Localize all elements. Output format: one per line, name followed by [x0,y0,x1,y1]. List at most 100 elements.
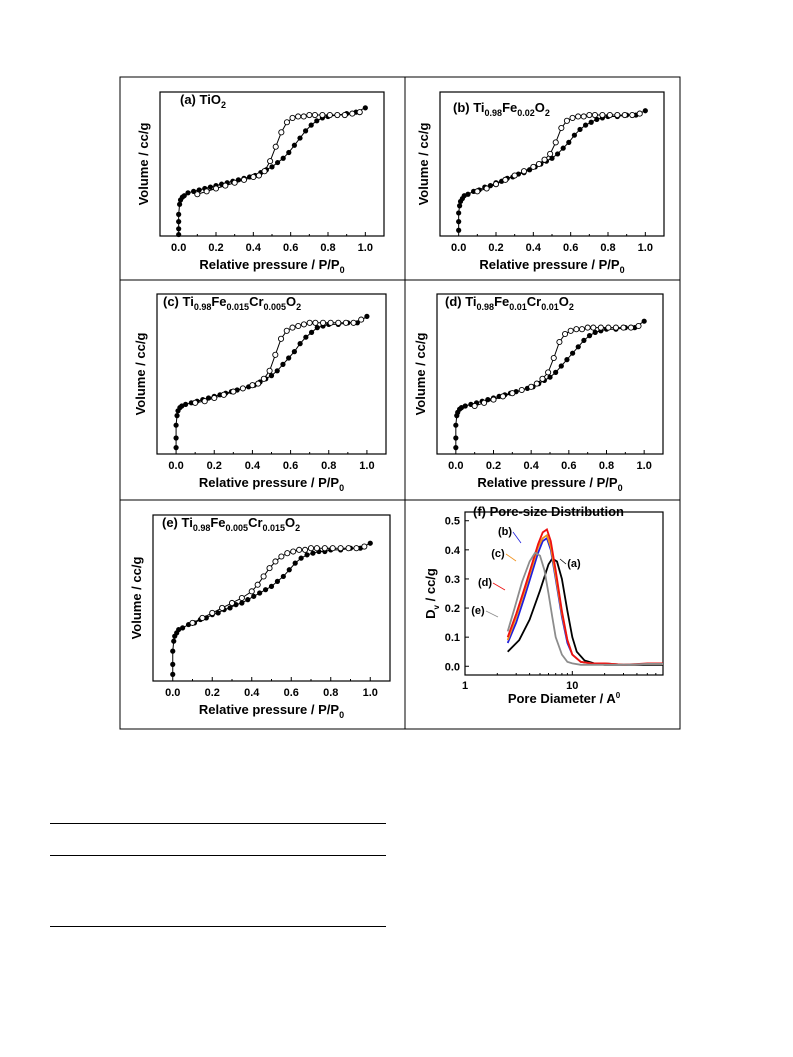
desorption-point [255,172,262,179]
desorption-point [569,114,576,121]
desorption-point [326,111,333,119]
title-text: O [535,100,545,115]
x-axis-label: Relative pressure / P/P0​ [199,257,344,275]
title-subscript: 0.98 [485,108,503,118]
adsorption-point [239,600,245,606]
title-text: Cr [248,515,262,530]
desorption-point [337,545,344,552]
desorption-point [533,380,540,387]
x-tick-label: 0.6 [563,242,578,254]
plot-area-e [152,514,391,682]
label-sub: 0 [340,265,345,275]
adsorption-point [171,638,177,644]
title-subscript: 0.015 [263,523,286,533]
adsorption-point [262,587,269,593]
title-text: O [285,515,295,530]
pore-line-(c) [506,533,663,666]
desorption-point [636,110,643,117]
desorption-point [203,188,210,195]
adsorption-point [583,122,589,128]
title-subscript: 0.02 [517,108,535,118]
adsorption-point [594,116,600,122]
series-label-arrow [492,582,506,591]
desorption-point [278,553,285,560]
series-label-arrow [505,553,517,562]
desorption-point [231,179,238,186]
label-main: Relative pressure / P/P [477,475,618,490]
desorption-point [550,354,557,362]
desorption-point [511,172,518,179]
desorption-point [562,330,569,338]
title-text: (a) TiO [180,92,221,107]
x-tick-label: 0.6 [561,460,576,472]
desorption-point [250,173,257,181]
desorption-point [313,545,320,552]
desorption-point [341,111,348,119]
x-tick-label: 1.0 [359,460,374,472]
panel-title: (c) Ti0.98​Fe0.015​Cr0.005​O2​ [163,294,301,312]
desorption-point [345,545,352,552]
label-main: Relative pressure / P/P [199,257,340,272]
adsorption-point [453,445,459,451]
desorption-point [277,335,285,342]
desorption-point [599,111,606,119]
x-tick-label: 0.2 [488,242,503,254]
desorption-point [249,382,256,389]
desorption-point [284,550,291,557]
series-label: (c) [491,548,505,560]
desorption-point [230,388,237,395]
desorption-point [254,581,261,588]
desorption-point [192,399,199,406]
desorption-point [306,319,313,326]
adsorption-point [577,126,583,133]
x-tick-label: 0.0 [165,687,180,699]
title-text: Fe [211,294,226,309]
panel-title: (f) Pore-size Distribution [473,504,624,519]
desorption-point [228,599,236,607]
adsorption-point [642,108,648,114]
desorption-point [289,114,296,121]
y-axis-label: Volume / cc/g [136,123,151,206]
title-subscript: 0.01 [541,302,559,312]
adsorption-point [280,361,286,367]
panel-c: 0.0 0.2 0.4 0.6 0.8 1.0 Relative pressure / P/… [133,293,387,493]
adsorption-point [485,397,491,403]
adsorption-point [453,422,459,428]
adsorption-point [308,329,315,335]
adsorption-point [465,191,471,197]
desorption-point [492,181,500,188]
x-axis-label: Relative pressure / P/P0​ [479,257,624,275]
adsorption-point [245,597,251,603]
panel-d: 0.0 0.2 0.4 0.6 0.8 1.0 Relative pressure / P/… [413,293,664,493]
panel-title: (a) TiO2​ [180,92,226,110]
y-tick-label: 0.5 [445,516,460,528]
adsorption-point [176,231,182,238]
desorption-point [342,319,349,326]
adsorption-point [176,626,182,633]
desorption-point [586,111,593,119]
x-tick-label: 0.8 [599,460,614,472]
panel-title: (b) Ti0.98​Fe0.02​O2​ [453,100,550,118]
adsorption-point [304,552,310,558]
desorption-point [483,185,490,192]
desorption-point [471,402,478,410]
desorption-point [300,113,307,120]
table-rule-top [50,823,386,824]
label-sup: 0 [616,691,621,700]
adsorption-point [286,567,292,573]
adsorption-point [183,401,189,407]
desorption-point [302,546,309,553]
title-text: Cr [249,294,263,309]
x-tick-label: 0.6 [283,242,298,254]
desorption-point [290,548,297,555]
panel-e: 0.0 0.2 0.4 0.6 0.8 1.0 Relative pressure / P/… [129,514,391,720]
desorption-point [272,351,279,358]
adsorption-point [560,145,566,151]
adsorption-point [456,227,462,233]
desorption-point [319,319,327,326]
desorption-point [199,614,206,621]
y-axis-label: Volume / cc/g [133,333,148,416]
desorption-point [283,119,290,126]
adsorption-point [310,550,316,556]
adsorption-point [564,357,570,363]
